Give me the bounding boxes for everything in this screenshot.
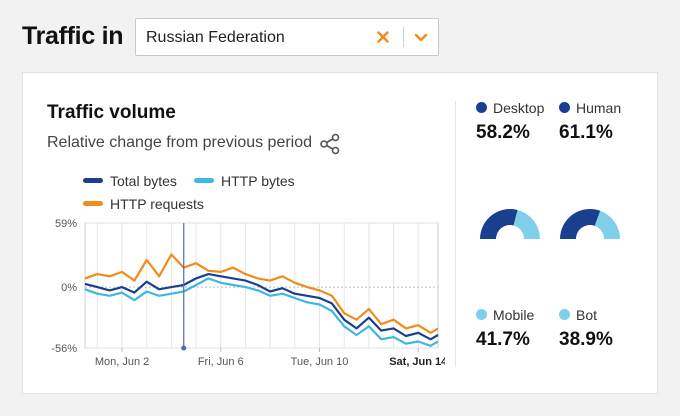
desktop-value: 58.2% [476,122,530,143]
legend-swatch-http-requests [83,201,103,206]
mobile-value: 41.7% [476,329,530,350]
stat-mobile: Mobile 41.7% [476,306,566,350]
traffic-card: Traffic volume Relative change from prev… [22,72,658,394]
y-tick-label: -56% [51,343,77,355]
donut-desktop-segment [480,209,518,239]
human-dot [559,102,570,113]
bot-dot [559,309,570,320]
select-divider [403,27,404,47]
open-dropdown-button[interactable] [409,25,433,49]
legend-label-http-requests: HTTP requests [110,196,204,212]
country-select[interactable]: Russian Federation [135,18,439,56]
country-select-value: Russian Federation [146,29,285,46]
donut-bot-segment [594,210,620,239]
close-icon [377,31,389,43]
mobile-label: Mobile [493,307,535,323]
y-tick-label: 59% [55,218,77,230]
bot-label: Bot [576,307,598,323]
x-tick-label: Mon, Jun 2 [95,356,149,368]
legend-swatch-total-bytes [83,178,103,183]
legend-label-total-bytes: Total bytes [110,173,177,189]
stat-human: Human 61.1% [559,99,649,143]
donut-human-segment [560,209,601,239]
bot-value: 38.9% [559,329,613,350]
chevron-down-icon [414,33,428,42]
mobile-dot [476,309,487,320]
y-tick-label: 0% [61,282,77,294]
desktop-dot [476,102,487,113]
human-bot-donut [560,209,620,239]
series-line-total-bytes[interactable] [84,272,439,341]
traffic-line-chart[interactable]: 59% 0% -56% Mon, Jun 2 Fri, Jun 6 Tue, Jun 10… [35,213,445,373]
legend-label-http-bytes: HTTP bytes [221,173,295,189]
human-value: 61.1% [559,122,613,143]
human-label: Human [576,100,622,116]
x-tick-label: Tue, Jun 10 [291,356,349,368]
card-subtitle: Relative change from previous period [47,134,313,151]
card-title: Traffic volume [47,102,176,123]
page-title: Traffic in [22,22,124,50]
series-line-http-bytes[interactable] [84,277,439,347]
stat-desktop: Desktop 58.2% [476,99,566,143]
legend-swatch-http-bytes [194,178,214,183]
header: Traffic in Russian Federation [0,0,680,66]
share-icon [320,133,340,155]
panel-divider [455,101,456,367]
stat-bot: Bot 38.9% [559,306,649,350]
clear-selection-button[interactable] [371,25,395,49]
x-tick-label: Sat, Jun 14 [389,356,445,368]
desktop-mobile-donut [480,209,540,239]
desktop-label: Desktop [493,100,545,116]
donut-mobile-segment [513,209,540,239]
x-tick-label: Fri, Jun 6 [198,356,244,368]
share-button[interactable] [319,133,341,155]
hover-marker-dot [181,345,187,351]
series-line-http-requests[interactable] [84,253,439,334]
